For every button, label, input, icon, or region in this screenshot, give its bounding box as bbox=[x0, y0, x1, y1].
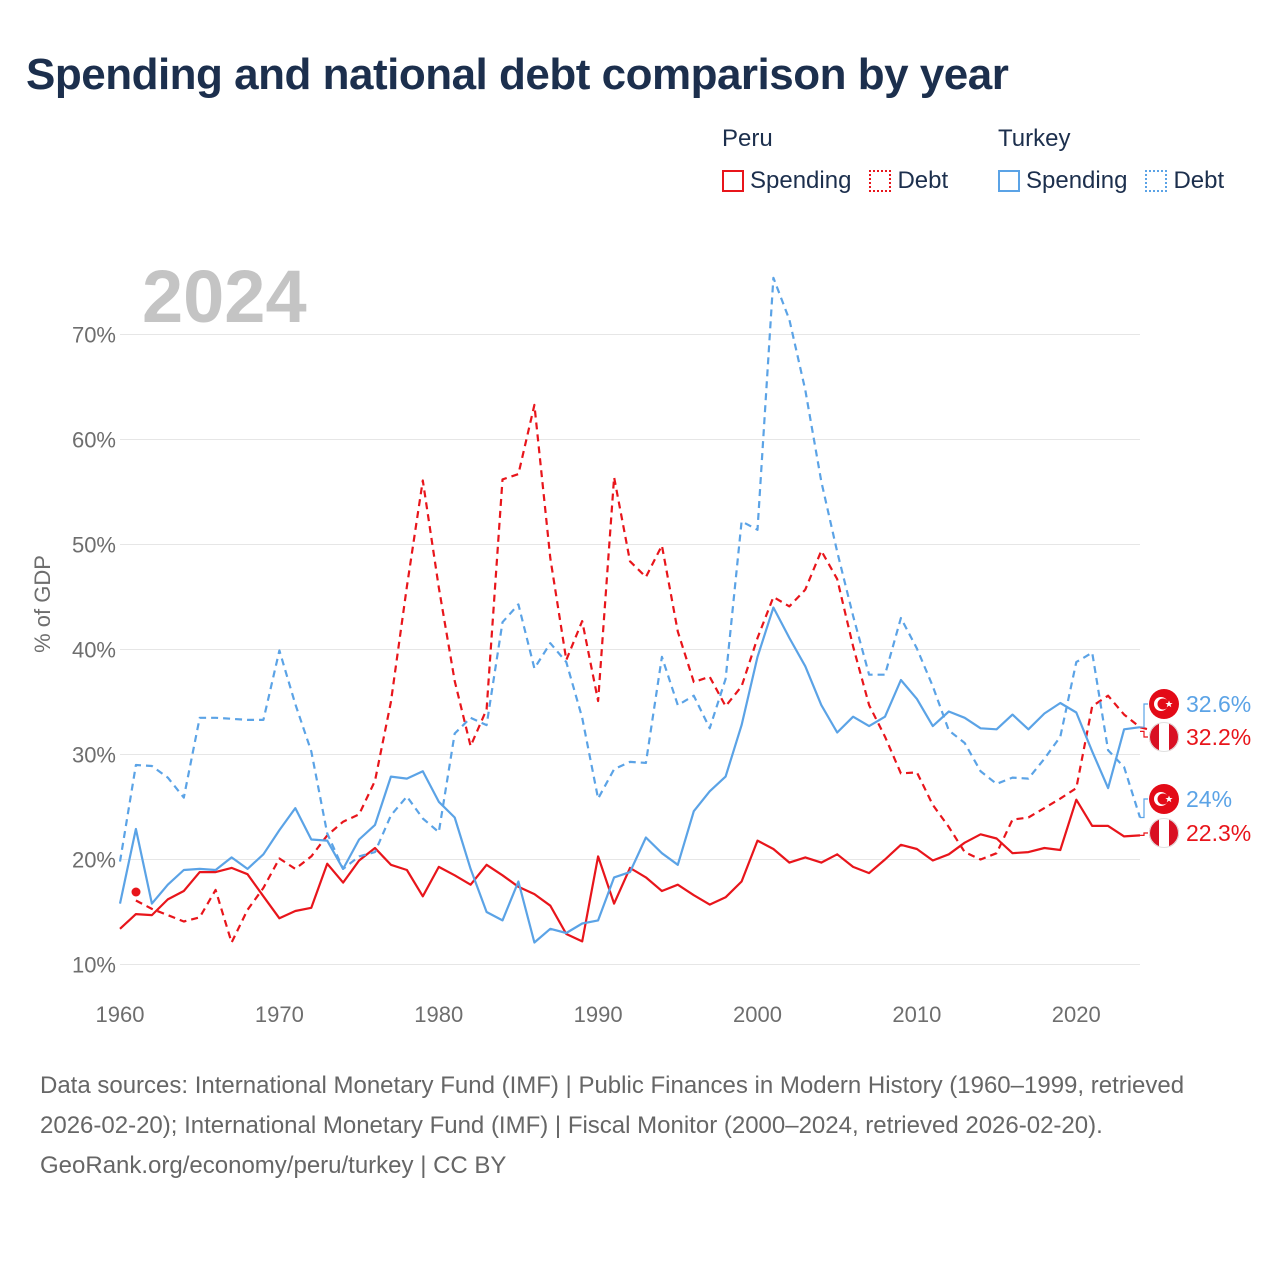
footer: Data sources: International Monetary Fun… bbox=[40, 1066, 1240, 1186]
end-label-connectors bbox=[1140, 703, 1148, 836]
y-tick-label: 20% bbox=[72, 848, 116, 873]
y-tick-label: 40% bbox=[72, 638, 116, 663]
legend-item-peru-spending[interactable]: Spending bbox=[722, 167, 851, 195]
legend-item-turkey-debt[interactable]: Debt bbox=[1145, 167, 1224, 195]
end-label-connector bbox=[1140, 832, 1148, 836]
legend-group-turkey: Turkey Spending Debt bbox=[998, 125, 1224, 195]
legend-swatch-dotted bbox=[869, 170, 892, 192]
legend-item-label: Spending bbox=[750, 167, 852, 194]
grid bbox=[120, 334, 1140, 965]
y-tick-label: 30% bbox=[72, 743, 116, 768]
end-label-connector bbox=[1140, 798, 1148, 819]
legend-country-label: Turkey bbox=[998, 125, 1071, 152]
x-axis: 1960 1970 1980 1990 2000 2010 2020 bbox=[96, 1002, 1101, 1027]
y-tick-label: 10% bbox=[72, 953, 116, 978]
x-tick-label: 2020 bbox=[1052, 1002, 1101, 1027]
series-line-turkey-debt bbox=[118, 276, 1142, 871]
end-label-connector bbox=[1140, 703, 1148, 728]
peru-flag-icon bbox=[1149, 818, 1179, 848]
y-tick-label: 70% bbox=[72, 323, 116, 348]
y-axis-title: % of GDP bbox=[30, 555, 55, 653]
legend-item-turkey-spending[interactable]: Spending bbox=[998, 167, 1127, 195]
data-sources-text: Data sources: International Monetary Fun… bbox=[40, 1072, 1185, 1139]
legend-swatch-solid bbox=[998, 170, 1020, 192]
peru-debt-start-dot bbox=[131, 887, 141, 897]
legend-group-peru: Peru Spending Debt bbox=[722, 125, 948, 195]
peru-flag-icon bbox=[1149, 722, 1179, 752]
chart-title: Spending and national debt comparison by… bbox=[26, 50, 1009, 99]
end-label-connector bbox=[1140, 730, 1148, 738]
x-tick-label: 1990 bbox=[574, 1002, 623, 1027]
legend-swatch-solid bbox=[722, 170, 744, 192]
line-chart: 10% 20% 30% 40% 50% 60% 70% 1960 1970 1980 1990 20… bbox=[30, 255, 1251, 1027]
turkey-flag-icon bbox=[1149, 784, 1179, 814]
x-tick-label: 2000 bbox=[733, 1002, 782, 1027]
x-tick-label: 2010 bbox=[892, 1002, 941, 1027]
legend-item-label: Debt bbox=[1173, 167, 1225, 194]
series-line-peru-debt bbox=[135, 403, 1157, 944]
legend-item-peru-debt[interactable]: Debt bbox=[869, 167, 948, 195]
x-tick-label: 1960 bbox=[96, 1002, 145, 1027]
turkey-flag-icon bbox=[1149, 689, 1179, 719]
legend-swatch-dotted bbox=[1145, 170, 1168, 192]
legend-item-label: Debt bbox=[897, 167, 949, 194]
y-tick-label: 60% bbox=[72, 428, 116, 453]
legend-country-label: Peru bbox=[722, 125, 773, 152]
series-line-turkey-spending bbox=[118, 606, 1141, 944]
series-line-peru-spending bbox=[119, 798, 1141, 943]
end-label-turkey-spending-value: 24% bbox=[1186, 786, 1232, 812]
end-label-peru-debt-value: 32.2% bbox=[1186, 724, 1251, 750]
y-axis: 10% 20% 30% 40% 50% 60% 70% bbox=[72, 323, 116, 978]
end-label-turkey-debt-value: 32.6% bbox=[1186, 691, 1251, 717]
x-tick-label: 1980 bbox=[414, 1002, 463, 1027]
series-lines bbox=[118, 276, 1157, 944]
legend-item-label: Spending bbox=[1026, 167, 1128, 194]
end-label-peru-spending-value: 22.3% bbox=[1186, 820, 1251, 846]
credit-link[interactable]: GeoRank.org/economy/peru/turkey | CC BY bbox=[40, 1152, 507, 1179]
y-tick-label: 50% bbox=[72, 533, 116, 558]
current-year-label: 2024 bbox=[142, 255, 307, 338]
x-tick-label: 1970 bbox=[255, 1002, 304, 1027]
